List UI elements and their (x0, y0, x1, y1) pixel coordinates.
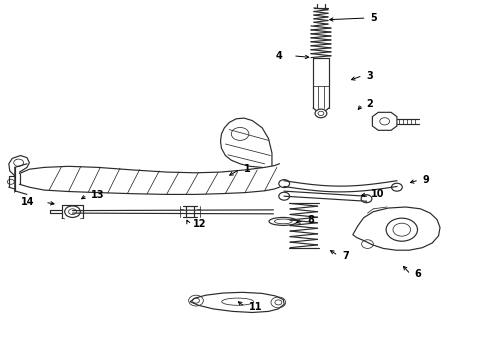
Text: 2: 2 (367, 99, 373, 109)
Text: 8: 8 (308, 215, 315, 225)
Text: 11: 11 (249, 302, 263, 312)
Text: 4: 4 (275, 51, 282, 61)
Text: 13: 13 (91, 190, 105, 200)
Text: 7: 7 (342, 251, 349, 261)
Text: 14: 14 (21, 197, 34, 207)
Text: 5: 5 (370, 13, 377, 23)
Text: 10: 10 (371, 189, 385, 199)
Text: 9: 9 (423, 175, 430, 185)
Text: 3: 3 (367, 71, 373, 81)
Text: 1: 1 (244, 164, 251, 174)
Text: 6: 6 (415, 269, 421, 279)
Text: 12: 12 (193, 219, 206, 229)
